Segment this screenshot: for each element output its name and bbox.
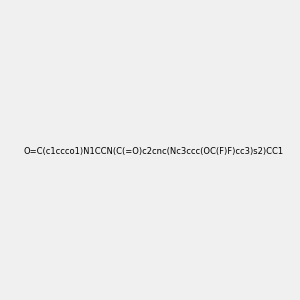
Text: O=C(c1ccco1)N1CCN(C(=O)c2cnc(Nc3ccc(OC(F)F)cc3)s2)CC1: O=C(c1ccco1)N1CCN(C(=O)c2cnc(Nc3ccc(OC(F… (24, 147, 284, 156)
